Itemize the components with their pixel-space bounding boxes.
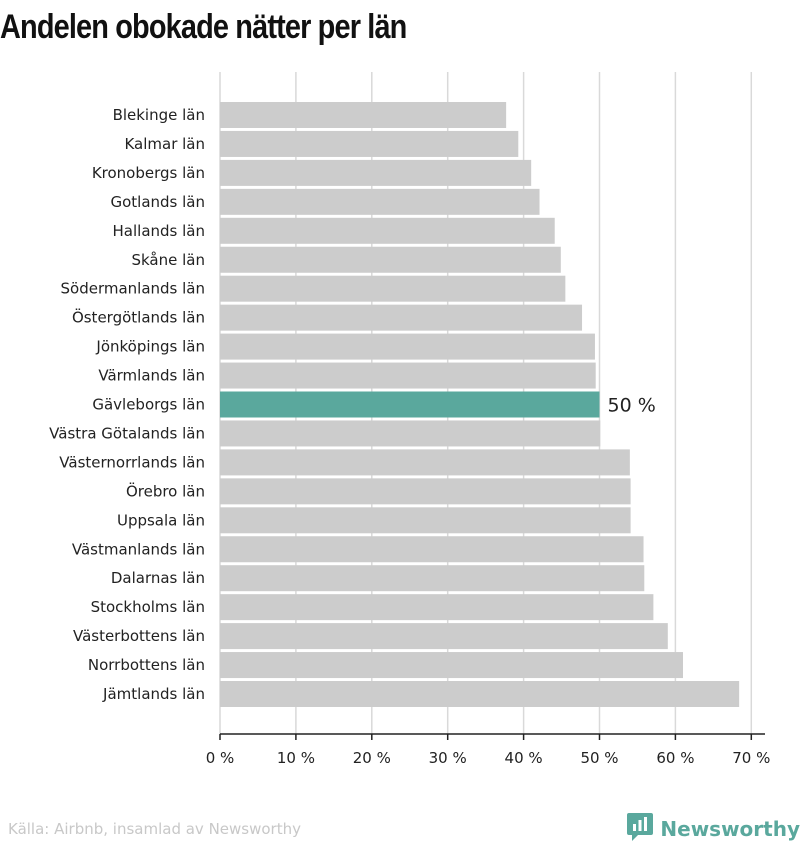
brand-logo: Newsworthy xyxy=(626,812,800,846)
category-label: Östergötlands län xyxy=(72,308,205,327)
bar-1 xyxy=(220,130,519,157)
bar-0 xyxy=(220,102,507,128)
tick-label: 50 % xyxy=(580,749,618,767)
bar-13 xyxy=(220,478,631,505)
bar-15 xyxy=(220,536,644,563)
bar-2 xyxy=(220,159,532,186)
bar-10 xyxy=(220,391,600,418)
bar-chart: Blekinge län Kalmar län Kronobergs län Gotl… xyxy=(49,72,770,767)
category-label: Södermanlands län xyxy=(61,280,206,298)
tick-label: 70 % xyxy=(732,749,770,767)
bar-12 xyxy=(220,449,630,476)
bars xyxy=(220,102,740,707)
bar-3 xyxy=(220,188,540,215)
bar-18 xyxy=(220,623,668,650)
category-label: Gotlands län xyxy=(110,193,205,211)
category-labels: Blekinge län Kalmar län Kronobergs län Gotl… xyxy=(49,106,656,703)
category-label: Uppsala län xyxy=(117,511,205,529)
bar-7 xyxy=(220,304,583,331)
category-label: Kalmar län xyxy=(124,135,205,153)
category-label: Västra Götalands län xyxy=(49,424,205,442)
category-label: Västerbottens län xyxy=(73,627,205,645)
category-label: Norrbottens län xyxy=(88,656,205,674)
bar-14 xyxy=(220,507,631,534)
category-label: Blekinge län xyxy=(113,106,205,124)
bar-19 xyxy=(220,652,683,679)
category-label: Örebro län xyxy=(126,481,205,500)
brand-name: Newsworthy xyxy=(660,817,800,841)
highlight-value-label: 50 % xyxy=(608,395,656,417)
category-label: Stockholms län xyxy=(91,598,205,616)
tick-label: 60 % xyxy=(656,749,694,767)
tick-label: 0 % xyxy=(206,749,235,767)
bar-20 xyxy=(220,681,740,707)
tick-label: 20 % xyxy=(353,749,391,767)
category-label: Västernorrlands län xyxy=(59,453,205,471)
category-label: Västmanlands län xyxy=(72,540,205,558)
bar-4 xyxy=(220,217,555,244)
bar-16 xyxy=(220,565,645,592)
bar-8 xyxy=(220,333,595,360)
bar-5 xyxy=(220,246,561,273)
bar-9 xyxy=(220,362,596,389)
tick-label: 30 % xyxy=(429,749,467,767)
tick-label: 10 % xyxy=(277,749,315,767)
x-axis-ticks: 0 % 10 % 20 % 30 % 40 % 50 % 60 % 70 % xyxy=(206,734,770,767)
bar-11 xyxy=(220,420,601,447)
bar-17 xyxy=(220,594,654,621)
tick-label: 40 % xyxy=(505,749,543,767)
bar-6 xyxy=(220,275,566,302)
category-label: Skåne län xyxy=(131,251,205,269)
category-label: Gävleborgs län xyxy=(92,396,205,414)
page-title: Andelen obokade nätter per län xyxy=(0,8,407,46)
newsworthy-logo-icon xyxy=(626,812,654,846)
category-label: Hallands län xyxy=(113,222,205,240)
category-label: Jämtlands län xyxy=(102,685,205,703)
category-label: Kronobergs län xyxy=(92,164,205,182)
category-label: Värmlands län xyxy=(98,367,205,385)
category-label: Dalarnas län xyxy=(111,569,205,587)
source-note: Källa: Airbnb, insamlad av Newsworthy xyxy=(8,820,301,838)
category-label: Jönköpings län xyxy=(95,338,205,356)
